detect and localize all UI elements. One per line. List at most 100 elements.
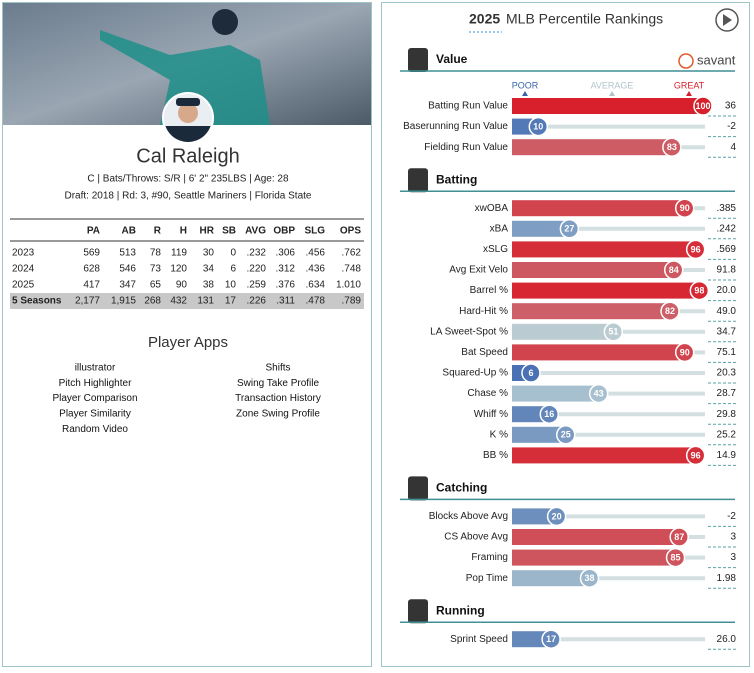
app-link[interactable]: Player Similarity — [59, 409, 131, 420]
percentile-bar — [512, 220, 570, 237]
metric-label: Pop Time — [466, 573, 509, 584]
stat-cell: 268 — [144, 296, 161, 307]
stat-cell: 78 — [150, 248, 162, 259]
metric-stat: 25.2 — [717, 429, 737, 440]
percentile-label: 90 — [680, 203, 690, 213]
percentile-label: 85 — [671, 552, 681, 562]
percentile-dot — [588, 383, 609, 404]
percentile-bar — [512, 631, 552, 648]
section-title: Running — [436, 603, 485, 617]
stat-cell: .748 — [342, 264, 362, 275]
stat-cell: 432 — [170, 296, 187, 307]
percentile-dot — [685, 239, 706, 260]
stat-cell: .306 — [276, 248, 296, 259]
column-header: OBP — [273, 226, 295, 237]
percentile-dot — [546, 506, 567, 527]
metric-stat: -2 — [727, 511, 736, 522]
stat-cell: .634 — [306, 280, 326, 291]
metric-stat: 36 — [725, 101, 737, 112]
column-header: HR — [200, 226, 215, 237]
metric-stat: .569 — [717, 244, 737, 255]
percentile-bar — [512, 200, 685, 217]
stat-cell: 10 — [225, 280, 237, 291]
percentile-bar — [512, 139, 672, 156]
stat-cell: 628 — [83, 264, 100, 275]
metric-stat: 20.3 — [717, 368, 737, 379]
app-link[interactable]: Player Comparison — [52, 393, 137, 404]
percentile-bar — [512, 323, 614, 340]
percentile-bar — [512, 344, 685, 361]
percentile-dot — [663, 260, 684, 280]
app-link[interactable]: Swing Take Profile — [237, 378, 320, 389]
percentile-dot — [689, 280, 710, 301]
metric-stat: 3 — [730, 532, 736, 543]
metric-label: Batting Run Value — [428, 101, 508, 112]
row-label: 2025 — [12, 280, 35, 291]
metric-stat: 20.0 — [717, 285, 737, 296]
section-icon — [408, 476, 428, 501]
metric-stat: 3 — [730, 552, 736, 563]
stat-cell: 38 — [203, 280, 215, 291]
metric-stat: 91.8 — [717, 265, 737, 276]
app-link[interactable]: Pitch Highlighter — [59, 378, 132, 389]
metric-stat: 29.8 — [717, 409, 737, 420]
stat-cell: 1.010 — [336, 280, 361, 291]
percentile-dot — [685, 445, 706, 466]
scale-label: AVERAGE — [591, 80, 634, 90]
metric-label: BB % — [483, 450, 508, 461]
metric-label: Bat Speed — [461, 347, 508, 358]
column-header: SLG — [304, 226, 325, 237]
app-link[interactable]: illustrator — [75, 363, 116, 374]
app-link[interactable]: Shifts — [265, 363, 290, 374]
stat-cell: .436 — [306, 264, 326, 275]
stat-cell: 30 — [203, 248, 215, 259]
metric-label: LA Sweet-Spot % — [430, 326, 508, 337]
percentile-label: 10 — [533, 121, 543, 131]
column-header: AB — [122, 226, 136, 237]
stat-cell: 0 — [230, 248, 236, 259]
apps-title: Player Apps — [148, 334, 228, 351]
percentile-label: 43 — [594, 388, 604, 398]
percentile-dot — [674, 342, 695, 363]
percentile-label: 20 — [552, 511, 562, 521]
metric-label: Squared-Up % — [442, 368, 508, 379]
percentile-dot — [603, 322, 624, 342]
rankings-year: 2025 — [469, 11, 500, 27]
app-link[interactable]: Random Video — [62, 424, 128, 435]
metric-label: Blocks Above Avg — [429, 511, 508, 522]
scale-arrow — [686, 91, 692, 96]
metric-label: Baserunning Run Value — [403, 121, 508, 132]
row-label: 2023 — [12, 248, 35, 259]
percentile-label: 27 — [564, 224, 574, 234]
percentile-label: 84 — [669, 265, 679, 275]
total-row-bg — [10, 293, 364, 309]
stat-cell: 34 — [203, 264, 215, 275]
metric-stat: 26.0 — [717, 634, 737, 645]
row-label: 5 Seasons — [12, 296, 62, 307]
player-name: Cal Raleigh — [136, 145, 239, 167]
column-header: PA — [87, 226, 100, 237]
percentile-label: 96 — [691, 450, 701, 460]
percentile-label: 87 — [674, 532, 684, 542]
scale-label: GREAT — [674, 80, 705, 90]
percentile-bar — [512, 282, 700, 299]
percentile-dot — [669, 527, 689, 547]
metric-label: xBA — [490, 223, 509, 234]
stat-cell: 546 — [119, 264, 136, 275]
metric-stat: 14.9 — [717, 450, 737, 461]
scale-label: POOR — [512, 80, 539, 90]
metric-label: K % — [490, 429, 508, 440]
section-icon — [408, 168, 428, 193]
percentile-dot — [539, 404, 560, 424]
stat-cell: 1,915 — [111, 296, 136, 307]
percentile-label: 6 — [528, 368, 533, 378]
app-link[interactable]: Transaction History — [235, 393, 321, 404]
percentile-dot — [528, 116, 549, 137]
percentile-bar — [512, 303, 671, 320]
app-link[interactable]: Zone Swing Profile — [236, 409, 320, 420]
percentile-label: 96 — [691, 244, 701, 254]
stat-cell: .311 — [276, 296, 295, 307]
metric-stat: 4 — [730, 142, 736, 153]
percentile-bar — [512, 549, 676, 566]
